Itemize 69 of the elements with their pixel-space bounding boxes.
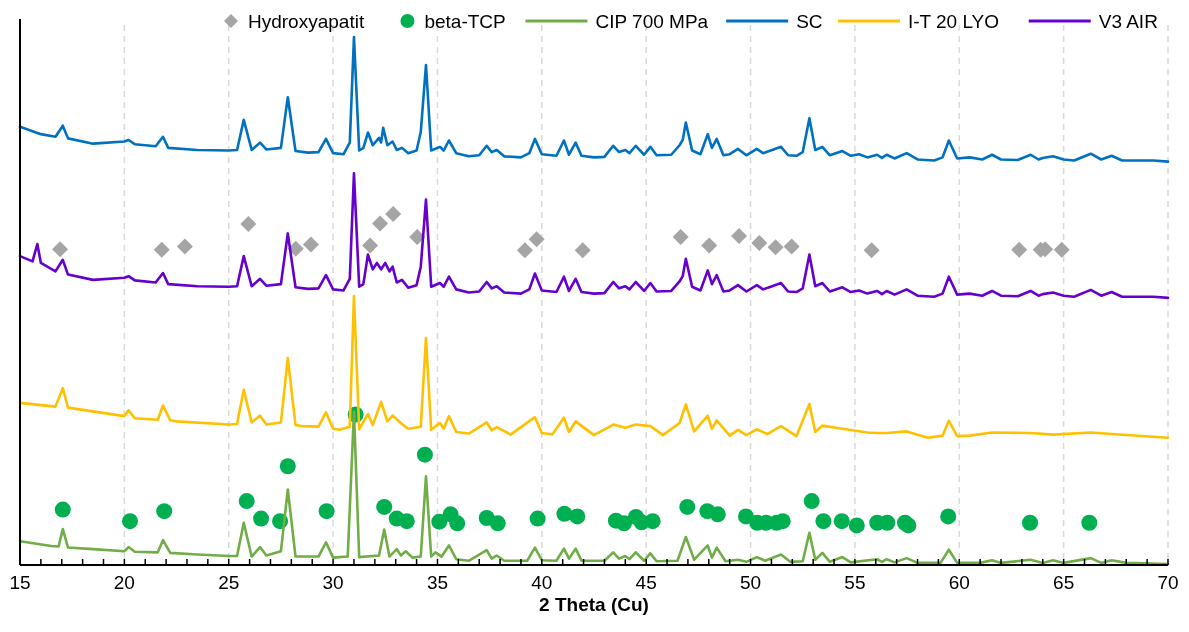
point (848, 517, 865, 534)
x-tick-label: 40 (531, 572, 553, 593)
x-tick-label: 35 (426, 572, 449, 593)
legend-label: beta-TCP (424, 11, 506, 32)
point (1022, 514, 1039, 531)
point (385, 205, 402, 222)
point (679, 498, 696, 515)
point (528, 231, 545, 248)
point (1053, 241, 1070, 258)
point (815, 513, 832, 530)
point (751, 234, 768, 251)
point (318, 503, 335, 520)
point (644, 513, 661, 530)
x-tick-label: 65 (1053, 572, 1075, 593)
point (489, 515, 506, 532)
point (431, 513, 448, 530)
x-tick-label: 70 (1157, 572, 1179, 593)
legend-label: CIP 700 MPa (595, 11, 709, 32)
point (409, 229, 426, 246)
point (398, 513, 415, 530)
point (516, 242, 533, 259)
legend-label: Hydroxyapatit (248, 11, 365, 32)
point (362, 237, 379, 254)
point (279, 458, 296, 475)
point (1011, 241, 1028, 258)
x-tick-label: 25 (218, 572, 240, 593)
point (176, 238, 193, 255)
point (240, 215, 257, 232)
point (767, 239, 784, 256)
point (556, 505, 573, 522)
point (287, 240, 304, 257)
point (302, 236, 319, 253)
point (783, 238, 800, 255)
point (376, 498, 393, 515)
point (940, 508, 957, 525)
point (701, 237, 718, 254)
point (731, 228, 748, 245)
x-tick-label: 50 (739, 572, 762, 593)
point (616, 515, 633, 532)
point (122, 513, 138, 530)
point (416, 446, 433, 463)
point (1081, 514, 1098, 531)
legend-label: I-T 20 LYO (907, 11, 1000, 32)
x-tick-label: 15 (9, 572, 31, 593)
point (529, 510, 546, 527)
point (372, 215, 389, 232)
x-tick-label: 60 (948, 572, 970, 593)
point (863, 242, 880, 259)
x-tick-label: 20 (113, 572, 135, 593)
point (54, 501, 71, 518)
x-tick-label: 30 (322, 572, 344, 593)
point (833, 513, 850, 530)
point (238, 493, 255, 510)
point (672, 229, 689, 246)
legend-label: V3 AIR (1098, 11, 1158, 32)
point (709, 506, 726, 523)
point (803, 493, 820, 510)
point (253, 510, 270, 527)
point (574, 242, 591, 259)
point (156, 503, 173, 520)
point (153, 241, 170, 258)
x-tick-label: 55 (844, 572, 866, 593)
point (449, 515, 466, 532)
point (569, 508, 586, 525)
point (900, 517, 917, 534)
point (52, 241, 69, 258)
legend-label: SC (796, 11, 823, 32)
x-tick-label: 45 (635, 572, 657, 593)
x-axis-title: 2 Theta (Cu) (539, 594, 649, 615)
